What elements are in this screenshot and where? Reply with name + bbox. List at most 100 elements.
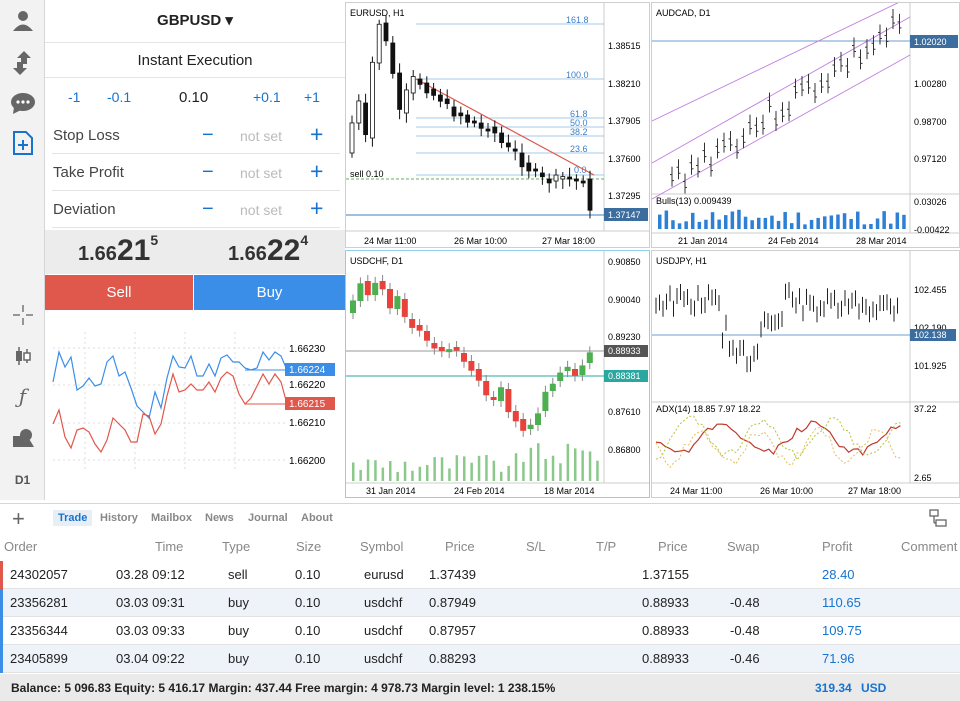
- deviation-minus-button[interactable]: −: [202, 198, 214, 220]
- candle-body: [526, 162, 532, 172]
- chart-eurusd[interactable]: EURUSD, H1 161.8 100.0 61.8 50.0 38.2 23…: [345, 2, 650, 248]
- column-header[interactable]: Symbol: [360, 539, 404, 554]
- volume-bar: [529, 447, 533, 481]
- date-tick: 24 Feb 2014: [454, 486, 505, 496]
- table-row[interactable]: 24302057 03.28 09:12 sell 0.10 eurusd 1.37439…: [0, 561, 960, 589]
- price-tick: 1.38210: [608, 79, 641, 89]
- cell-swap: -0.46: [730, 651, 760, 666]
- cell-order: 24302057: [10, 567, 68, 582]
- bulls-bar: [796, 212, 801, 229]
- candle-body: [356, 100, 362, 124]
- bulls-bar: [717, 219, 721, 229]
- column-header[interactable]: S/L: [526, 539, 546, 554]
- cell-size: 0.10: [295, 623, 321, 638]
- table-row[interactable]: 23405899 03.04 09:22 buy 0.10 usdchf 0.88293 0…: [0, 645, 960, 673]
- chart-title: AUDCAD, D1: [656, 8, 711, 18]
- candle-body: [572, 369, 578, 376]
- symbol-selector[interactable]: GBPUSD ▾: [45, 0, 345, 40]
- crosshair-icon[interactable]: [0, 300, 45, 330]
- indicator-tick: 0.03026: [914, 197, 947, 207]
- volume-minus-01-button[interactable]: -0.1: [107, 89, 132, 105]
- bulls-bar: [790, 223, 794, 229]
- candle-body: [499, 132, 505, 144]
- trade-icon[interactable]: [0, 48, 45, 78]
- volume-plus-01-button[interactable]: +0.1: [253, 89, 281, 105]
- candle-body: [417, 78, 423, 85]
- tab-trade[interactable]: Trade: [53, 510, 93, 526]
- cell-type: buy: [228, 623, 249, 638]
- deviation-value[interactable]: not set: [240, 202, 283, 218]
- take-profit-value[interactable]: not set: [240, 165, 283, 181]
- candle-body: [468, 361, 475, 371]
- chart-usdjpy[interactable]: USDJPY, H1 ADX(14) 18.85 7.97 18.22 102.…: [651, 250, 960, 498]
- candle-body: [586, 352, 593, 363]
- sell-button[interactable]: Sell: [45, 275, 193, 310]
- objects-icon[interactable]: [0, 423, 45, 453]
- candle-body: [498, 387, 504, 401]
- volume-bar: [581, 450, 584, 481]
- stop-loss-minus-button[interactable]: −: [202, 124, 214, 146]
- candle-body: [549, 383, 556, 391]
- cell-cur: 0.88933: [642, 623, 689, 638]
- new-order-icon[interactable]: [0, 128, 45, 158]
- cell-swap: -0.48: [730, 623, 760, 638]
- volume-bar: [559, 463, 562, 481]
- candles-icon[interactable]: [0, 341, 45, 371]
- layout-toggle-icon[interactable]: [928, 508, 948, 533]
- column-header[interactable]: Price: [658, 539, 688, 554]
- table-row[interactable]: 23356281 03.03 09:31 buy 0.10 usdchf 0.87949 0…: [0, 589, 960, 617]
- column-header[interactable]: Time: [155, 539, 184, 554]
- tab-mailbox[interactable]: Mailbox: [151, 512, 192, 524]
- price-tick: 0.90040: [608, 295, 641, 305]
- function-icon[interactable]: ƒ: [18, 384, 27, 408]
- column-header[interactable]: Profit: [822, 539, 853, 554]
- column-header[interactable]: Price: [445, 539, 475, 554]
- volume-bar: [485, 455, 488, 481]
- price-tick: 102.190: [914, 323, 947, 333]
- candle-body: [573, 178, 579, 182]
- stop-loss-value[interactable]: not set: [240, 128, 283, 144]
- candle-body: [376, 23, 382, 64]
- current-price-badge: 0.88381: [608, 371, 641, 381]
- column-header[interactable]: Swap: [727, 539, 760, 554]
- column-header[interactable]: Type: [222, 539, 251, 554]
- volume-value[interactable]: 0.10: [179, 89, 209, 106]
- tab-news[interactable]: News: [205, 512, 234, 524]
- volume-minus-1-button[interactable]: -1: [68, 89, 81, 105]
- cell-type: buy: [228, 595, 249, 610]
- take-profit-minus-button[interactable]: −: [202, 161, 214, 183]
- execution-mode[interactable]: Instant Execution: [45, 42, 345, 78]
- chat-icon[interactable]: [0, 88, 45, 118]
- chart-usdchf[interactable]: USDCHF, D1 0.90850 0.90040 0.89230 0.876…: [345, 250, 650, 498]
- user-icon[interactable]: [0, 5, 45, 35]
- fib-level: 50.0: [570, 118, 588, 128]
- cell-time: 03.28 09:12: [116, 567, 185, 582]
- volume-plus-1-button[interactable]: +1: [304, 89, 320, 105]
- bulls-bar: [875, 218, 880, 229]
- bulls-bar: [842, 213, 847, 229]
- column-header[interactable]: Order: [4, 539, 38, 554]
- chart-audcad[interactable]: AUDCAD, D1 Bulls(13) 0.009439 1.00280 0.…: [651, 2, 960, 248]
- bulls-bar: [869, 224, 873, 229]
- column-header[interactable]: T/P: [596, 539, 617, 554]
- stop-loss-plus-button[interactable]: +: [310, 121, 324, 147]
- table-row[interactable]: 23356344 03.03 09:33 buy 0.10 usdchf 0.87957 0…: [0, 617, 960, 645]
- tab-history[interactable]: History: [100, 512, 138, 524]
- timeframe-d1[interactable]: D1: [14, 473, 31, 487]
- current-price-badge: 102.138: [914, 330, 947, 340]
- column-header[interactable]: Comment: [901, 539, 958, 554]
- date-tick: 18 Mar 2014: [544, 486, 595, 496]
- deviation-plus-button[interactable]: +: [310, 195, 324, 221]
- fib-level: 61.8: [570, 109, 588, 119]
- tab-about[interactable]: About: [301, 512, 333, 524]
- take-profit-plus-button[interactable]: +: [310, 158, 324, 184]
- current-price-badge: 1.02020: [914, 37, 947, 47]
- buy-button[interactable]: Buy: [194, 275, 345, 310]
- column-header[interactable]: Size: [296, 539, 322, 554]
- add-icon[interactable]: +: [12, 506, 25, 531]
- tab-journal[interactable]: Journal: [248, 512, 288, 524]
- price-bars: [670, 9, 902, 194]
- bulls-histogram: [658, 209, 906, 229]
- volume-bar: [352, 462, 355, 481]
- account-summary-text: Balance: 5 096.83 Equity: 5 416.17 Margi…: [11, 681, 556, 695]
